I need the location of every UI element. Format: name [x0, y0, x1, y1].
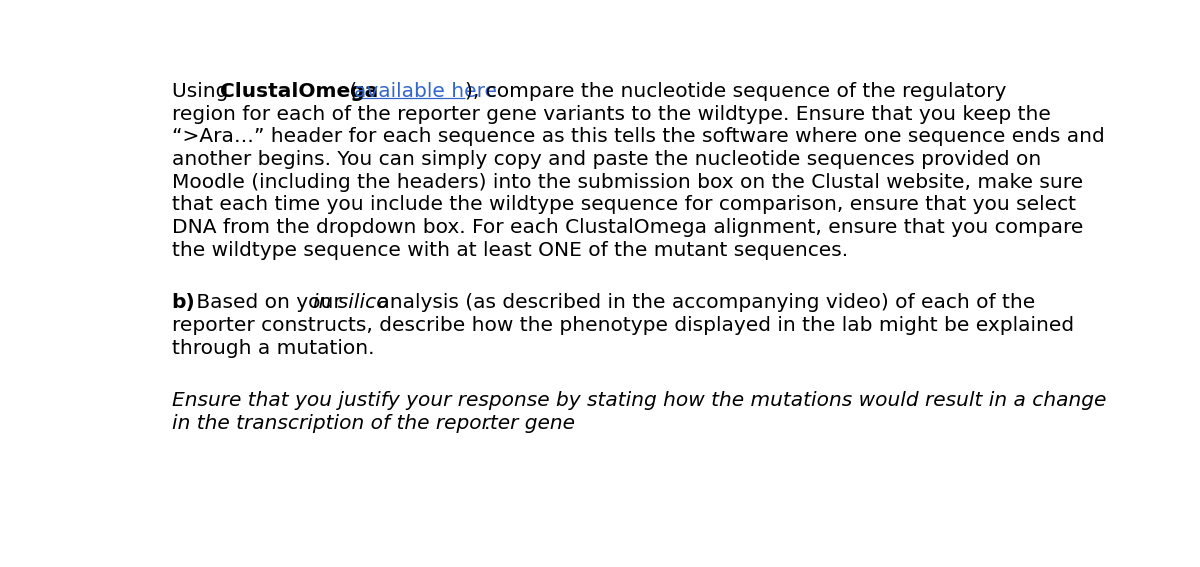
Text: reporter constructs, describe how the phenotype displayed in the lab might be ex: reporter constructs, describe how the ph… [172, 316, 1074, 335]
Text: in the transcription of the reporter gene: in the transcription of the reporter gen… [172, 413, 575, 433]
Text: region for each of the reporter gene variants to the wildtype. Ensure that you k: region for each of the reporter gene var… [172, 105, 1050, 124]
Text: ClustalOmega: ClustalOmega [221, 82, 378, 101]
Text: Ensure that you justify your response by stating how the mutations would result : Ensure that you justify your response by… [172, 391, 1106, 410]
Text: the wildtype sequence with at least ONE of the mutant sequences.: the wildtype sequence with at least ONE … [172, 241, 848, 260]
Text: Using: Using [172, 82, 234, 101]
Text: Moodle (including the headers) into the submission box on the Clustal website, m: Moodle (including the headers) into the … [172, 173, 1082, 192]
Text: analysis (as described in the accompanying video) of each of the: analysis (as described in the accompanyi… [371, 293, 1036, 312]
Text: .: . [484, 413, 491, 433]
Text: DNA from the dropdown box. For each ClustalOmega alignment, ensure that you comp: DNA from the dropdown box. For each Clus… [172, 218, 1084, 237]
Text: ), compare the nucleotide sequence of the regulatory: ), compare the nucleotide sequence of th… [464, 82, 1007, 101]
Text: “>Ara…” header for each sequence as this tells the software where one sequence e: “>Ara…” header for each sequence as this… [172, 128, 1104, 146]
Text: in silico: in silico [313, 293, 389, 312]
Text: through a mutation.: through a mutation. [172, 338, 374, 358]
Text: that each time you include the wildtype sequence for comparison, ensure that you: that each time you include the wildtype … [172, 196, 1075, 214]
Text: another begins. You can simply copy and paste the nucleotide sequences provided : another begins. You can simply copy and … [172, 150, 1040, 169]
Text: available here: available here [354, 82, 497, 101]
Text: b): b) [172, 293, 196, 312]
Text: (: ( [343, 82, 358, 101]
Text: Based on your: Based on your [190, 293, 348, 312]
